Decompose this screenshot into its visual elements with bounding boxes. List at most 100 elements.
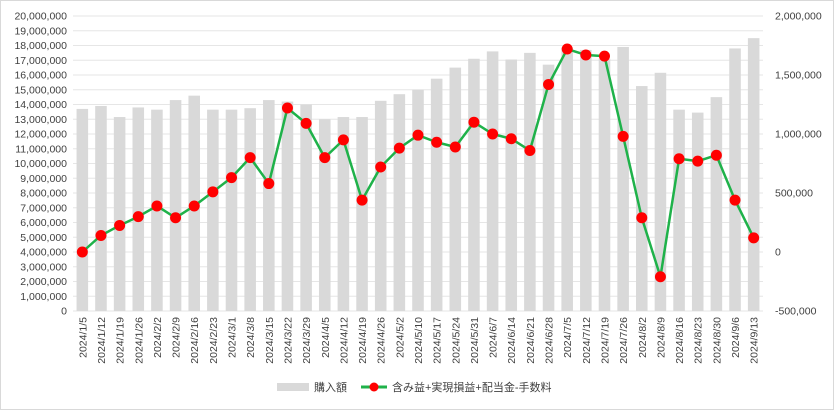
bar — [524, 52, 536, 311]
bar — [710, 97, 723, 311]
line-point — [337, 134, 349, 146]
bar — [430, 78, 443, 311]
bar — [747, 38, 760, 311]
right-tick-label: 2,000,000 — [775, 11, 822, 23]
x-tick-label: 2024/1/5 — [77, 317, 89, 358]
x-tick-label: 2024/9/13 — [749, 317, 761, 364]
line-point — [431, 136, 443, 148]
line-point — [263, 178, 275, 190]
bar — [654, 72, 667, 311]
bar — [468, 58, 480, 312]
line-point — [524, 145, 536, 157]
x-tick-label: 2024/6/28 — [544, 317, 556, 364]
left-tick-label: 7,000,000 — [20, 202, 67, 214]
line-point — [748, 232, 760, 244]
left-tick-label: 20,000,000 — [14, 11, 67, 23]
x-tick-label: 2024/6/21 — [525, 317, 537, 364]
bar — [225, 109, 238, 311]
bar — [337, 117, 350, 311]
bar — [76, 108, 89, 311]
bar — [132, 107, 145, 311]
right-tick-label: 1,000,000 — [775, 129, 822, 141]
line-point — [375, 161, 387, 173]
line-point — [654, 271, 666, 283]
left-tick-label: 18,000,000 — [14, 40, 67, 52]
bar — [449, 67, 462, 311]
bar — [636, 86, 648, 311]
x-tick-label: 2024/4/26 — [376, 317, 388, 364]
right-tick-label: 500,000 — [775, 188, 813, 200]
bar — [281, 101, 294, 311]
left-axis-ticks: 0 1,000,000 2,000,000 3,000,000 4,000,000 5,0… — [14, 11, 67, 318]
bar — [95, 105, 107, 311]
left-tick-label: 19,000,000 — [14, 25, 67, 37]
line-point — [598, 50, 610, 62]
x-tick-label: 2024/7/12 — [581, 317, 593, 364]
left-tick-label: 0 — [61, 306, 67, 318]
x-tick-label: 2024/3/8 — [245, 317, 257, 358]
x-tick-label: 2024/5/2 — [394, 317, 406, 358]
x-tick-label: 2024/1/19 — [115, 317, 127, 364]
x-tick-label: 2024/3/15 — [264, 317, 276, 364]
x-tick-label: 2024/3/22 — [282, 317, 294, 364]
line-point — [505, 133, 517, 145]
line-point — [449, 141, 461, 153]
bar — [356, 117, 368, 311]
x-tick-label: 2024/4/19 — [357, 317, 369, 364]
line-point — [468, 116, 480, 128]
left-tick-label: 2,000,000 — [20, 276, 67, 288]
left-tick-label: 9,000,000 — [20, 173, 67, 185]
bar — [300, 104, 312, 311]
legend-line-marker — [369, 382, 379, 392]
bar — [486, 51, 499, 312]
left-tick-label: 5,000,000 — [20, 232, 67, 244]
left-tick-label: 6,000,000 — [20, 217, 67, 229]
line-point — [76, 246, 88, 258]
line-point — [617, 130, 629, 142]
left-tick-label: 12,000,000 — [14, 129, 67, 141]
line-point — [561, 43, 573, 55]
bar — [393, 94, 406, 311]
x-tick-label: 2024/6/7 — [488, 317, 500, 358]
left-tick-label: 3,000,000 — [20, 261, 67, 273]
bar — [207, 109, 219, 311]
x-tick-label: 2024/5/10 — [413, 317, 425, 364]
x-tick-label: 2024/2/23 — [208, 317, 220, 364]
line-point — [580, 49, 592, 61]
left-tick-label: 8,000,000 — [20, 188, 67, 200]
x-tick-label: 2024/2/9 — [171, 317, 183, 358]
line-point — [487, 128, 499, 140]
x-axis-ticks: 2024/1/5 2024/1/12 2024/1/19 2024/1/26 2024/… — [77, 317, 760, 364]
bar — [691, 112, 704, 311]
bar — [542, 64, 555, 311]
right-axis-ticks: -500,000 0 500,000 1,000,000 1,500,000 2,000,… — [775, 11, 822, 318]
line-point — [151, 200, 163, 212]
left-tick-label: 10,000,000 — [14, 158, 67, 170]
line-point — [393, 142, 405, 154]
left-tick-label: 14,000,000 — [14, 99, 67, 111]
x-tick-label: 2024/7/26 — [618, 317, 630, 364]
line-point — [412, 129, 424, 141]
left-tick-label: 15,000,000 — [14, 84, 67, 96]
x-tick-label: 2024/8/23 — [693, 317, 705, 364]
line-point — [356, 194, 368, 206]
x-tick-label: 2024/5/17 — [432, 317, 444, 364]
right-tick-label: -500,000 — [775, 306, 817, 318]
x-tick-label: 2024/1/26 — [133, 317, 145, 364]
x-tick-label: 2024/8/16 — [674, 317, 686, 364]
line-point — [710, 149, 722, 161]
bar — [617, 46, 629, 311]
x-tick-label: 2024/2/16 — [189, 317, 201, 364]
legend: 購入額 含み益+実現損益+配当金-手数料 — [277, 380, 552, 394]
line-point — [281, 102, 293, 114]
line-point — [300, 117, 312, 129]
line-point — [244, 152, 256, 164]
left-tick-label: 13,000,000 — [14, 114, 67, 126]
bar — [729, 48, 741, 311]
bar — [113, 117, 126, 311]
line-point — [207, 186, 219, 198]
x-tick-label: 2024/7/19 — [599, 317, 611, 364]
line-point — [729, 194, 741, 206]
bar — [412, 89, 424, 311]
